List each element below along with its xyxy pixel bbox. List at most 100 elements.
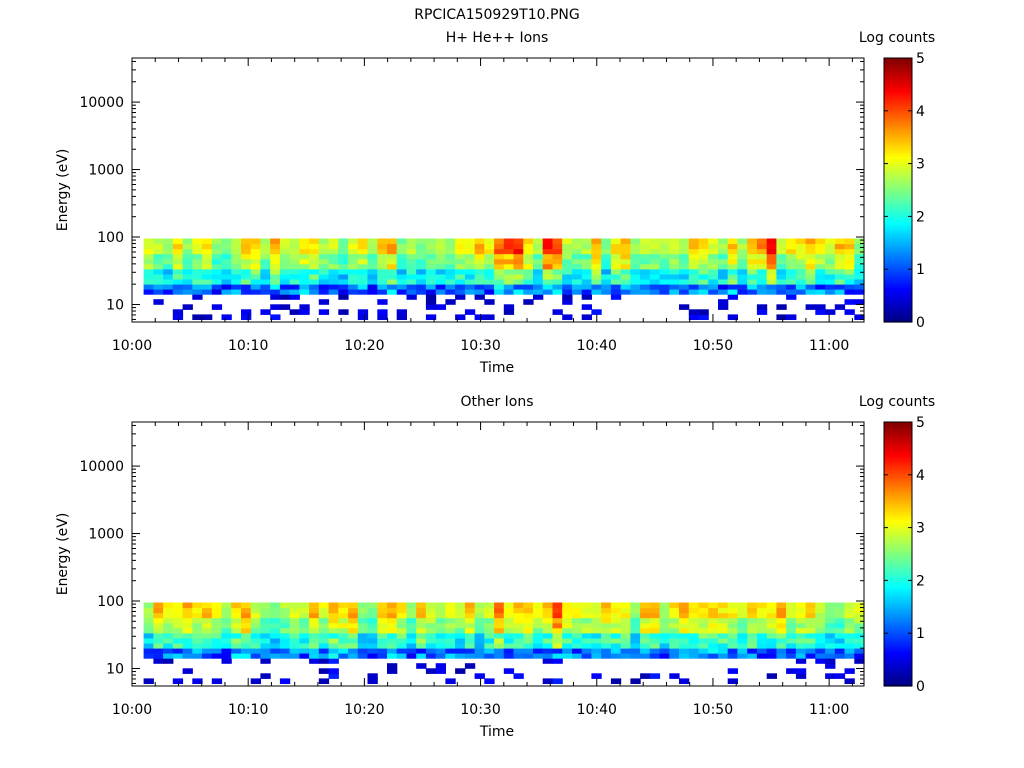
heatmap-cell xyxy=(786,238,797,245)
heatmap-cell xyxy=(776,314,787,320)
heatmap-cell xyxy=(464,612,476,619)
heatmap-cell xyxy=(172,273,184,280)
heatmap-cell xyxy=(523,607,534,614)
heatmap-cell xyxy=(221,279,232,285)
heatmap-cell xyxy=(484,632,495,639)
heatmap-cell xyxy=(357,607,369,614)
heatmap-cell xyxy=(834,263,846,270)
heatmap-cell xyxy=(338,248,349,255)
heatmap-cell xyxy=(357,314,369,320)
heatmap-cell xyxy=(425,622,437,629)
heatmap-cell xyxy=(387,637,398,644)
heatmap-cell xyxy=(601,243,612,250)
heatmap-cell xyxy=(299,632,310,639)
heatmap-cell xyxy=(231,648,242,654)
colorbar-strip xyxy=(884,556,912,560)
heatmap-cell xyxy=(406,632,417,639)
heatmap-cell xyxy=(425,607,437,614)
heatmap-cell xyxy=(834,612,846,619)
heatmap-cell xyxy=(464,248,476,255)
heatmap-cell xyxy=(562,243,573,250)
heatmap-cell xyxy=(572,617,583,624)
heatmap-cell xyxy=(435,627,446,634)
heatmap-cell xyxy=(630,607,641,614)
heatmap-cell xyxy=(649,648,661,654)
heatmap-cell xyxy=(464,279,476,285)
colorbar-strip xyxy=(884,263,912,268)
heatmap-cell xyxy=(270,243,281,250)
heatmap-cell xyxy=(309,268,320,275)
heatmap-cell xyxy=(416,289,427,295)
colorbar-tick-label: 4 xyxy=(916,468,925,484)
heatmap-cell xyxy=(143,253,154,260)
colorbar-strip xyxy=(884,319,912,323)
heatmap-cell xyxy=(572,284,583,290)
heatmap-cell xyxy=(474,268,485,275)
heatmap-cell xyxy=(640,617,651,624)
heatmap-cell xyxy=(484,637,495,644)
heatmap-cell xyxy=(825,648,836,654)
heatmap-cell xyxy=(328,263,339,270)
heatmap-cell xyxy=(250,617,261,624)
colorbar-strip xyxy=(884,261,912,265)
heatmap-cell xyxy=(279,678,291,684)
heatmap-cell xyxy=(260,617,271,624)
heatmap-cell xyxy=(747,627,758,634)
heatmap-cell xyxy=(455,637,466,644)
heatmap-cell xyxy=(552,602,563,609)
heatmap-cell xyxy=(309,643,320,649)
heatmap-cell xyxy=(260,253,271,260)
heatmap-cell xyxy=(357,602,369,609)
heatmap-cell xyxy=(786,253,797,260)
heatmap-cell xyxy=(786,668,797,674)
heatmap-cell xyxy=(445,299,456,305)
heatmap-cell xyxy=(718,279,729,285)
heatmap-cell xyxy=(260,248,271,255)
heatmap-cell xyxy=(659,607,670,614)
heatmap-cell xyxy=(328,284,339,290)
heatmap-cell xyxy=(669,617,680,624)
heatmap-cell xyxy=(649,622,661,629)
heatmap-cell xyxy=(572,622,583,629)
heatmap-cell xyxy=(396,602,407,609)
heatmap-cell xyxy=(387,627,398,634)
colorbar-strip xyxy=(884,437,912,442)
colorbar-strip xyxy=(884,559,912,563)
heatmap-cell xyxy=(834,253,846,260)
heatmap-cell xyxy=(143,627,154,634)
heatmap-cell xyxy=(192,258,203,265)
heatmap-cell xyxy=(688,653,700,659)
heatmap-cell xyxy=(289,238,300,245)
colorbar-strip xyxy=(884,506,912,510)
heatmap-cell xyxy=(182,653,193,659)
heatmap-cell xyxy=(318,268,330,275)
heatmap-cell xyxy=(241,268,252,275)
heatmap-cell xyxy=(591,643,602,649)
heatmap-cell xyxy=(503,612,515,619)
heatmap-cell xyxy=(747,238,758,245)
heatmap-cell xyxy=(844,602,855,609)
heatmap-cell xyxy=(601,238,612,245)
heatmap-cell xyxy=(542,279,553,285)
heatmap-cell xyxy=(610,289,622,295)
heatmap-cell xyxy=(825,268,836,275)
heatmap-cell xyxy=(192,612,203,619)
heatmap-cell xyxy=(844,289,855,295)
heatmap-cell xyxy=(727,653,738,659)
heatmap-cell xyxy=(834,602,846,609)
heatmap-cell xyxy=(688,263,700,270)
colorbar-strip xyxy=(884,630,912,634)
colorbar-strip xyxy=(884,213,912,217)
heatmap-cell xyxy=(513,273,524,280)
heatmap-cell xyxy=(669,258,680,265)
heatmap-cell xyxy=(688,279,700,285)
heatmap-cell xyxy=(396,268,407,275)
heatmap-cell xyxy=(172,648,184,654)
heatmap-cell xyxy=(455,632,466,639)
heatmap-cell xyxy=(572,643,583,649)
heatmap-cell xyxy=(182,612,193,619)
heatmap-cell xyxy=(620,263,631,270)
heatmap-cell xyxy=(416,648,427,654)
